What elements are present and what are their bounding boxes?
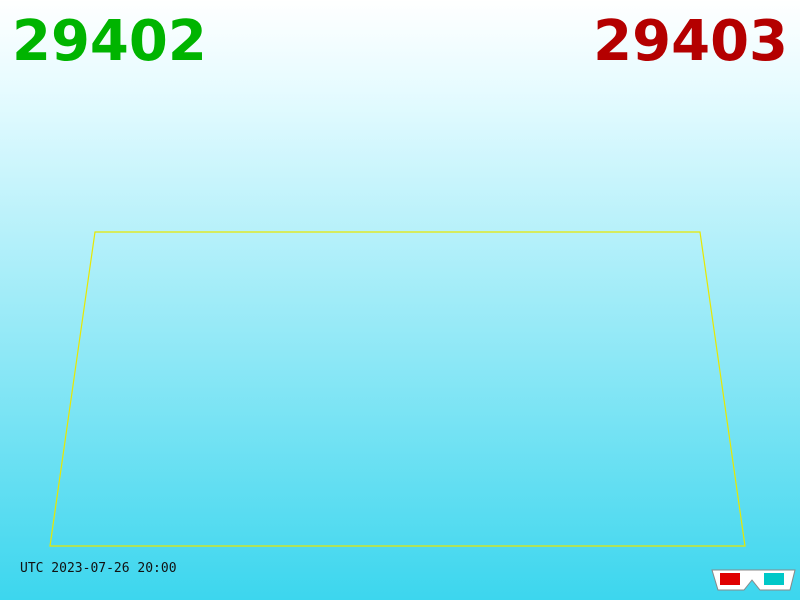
- 3d-glasses-icon: [711, 569, 796, 591]
- floor: [49, 231, 746, 547]
- ask-price: 29403: [593, 9, 788, 74]
- bid-price: 29402: [12, 9, 207, 74]
- utc-time: UTC 2023-07-26 20:00: [20, 561, 177, 576]
